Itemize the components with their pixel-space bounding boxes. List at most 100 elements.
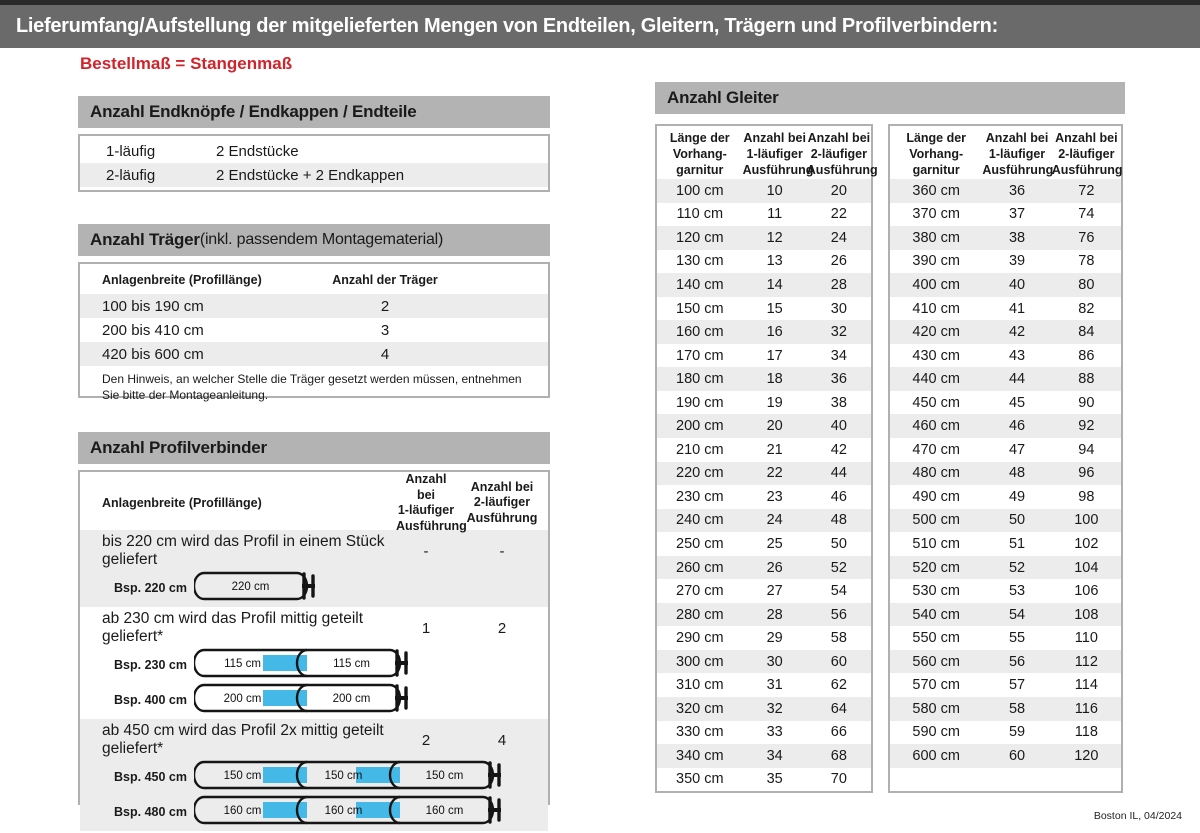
table-cell: 560 cm (912, 653, 960, 670)
table-cell: 39 (1008, 253, 1026, 270)
range-cell: 200 bis 410 cm (102, 321, 204, 339)
col-header-anzahl-traeger: Anzahl der Träger (332, 273, 438, 287)
table-cell: 48 (830, 512, 847, 529)
table-cell: 55 (1008, 630, 1026, 647)
table-cell: 58 (830, 630, 847, 647)
table-cell: 270 cm (676, 583, 724, 600)
table-row: 160 cm 16 32 (657, 320, 871, 344)
table-cell: 240 cm (676, 512, 724, 529)
table-row: 450 cm 45 90 (890, 391, 1121, 415)
table-cell: 54 (1008, 606, 1026, 623)
table-cell: 27 (766, 583, 783, 600)
table-cell: 52 (830, 559, 847, 576)
table-row: bis 220 cm wird das Profil in einem Stüc… (80, 530, 548, 607)
table-cell: 53 (1008, 583, 1026, 600)
table-cell: 16 (766, 324, 783, 341)
rule-text: bis 220 cm wird das Profil in einem Stüc… (102, 533, 385, 568)
table-row: 590 cm 59 118 (890, 721, 1121, 745)
table-cell: 19 (766, 394, 783, 411)
count-cell: 2 (380, 297, 390, 315)
table-cell: 43 (1008, 347, 1026, 364)
table-cell: 80 (1078, 276, 1095, 293)
table-row: 420 bis 600 cm 4 (80, 342, 548, 366)
table-cell: 36 (830, 371, 847, 388)
table-cell: 26 (766, 559, 783, 576)
table-cell: 44 (1008, 371, 1026, 388)
table-row: 190 cm 19 38 (657, 391, 871, 415)
table-cell: 32 (766, 700, 783, 717)
table-cell: 500 cm (912, 512, 960, 529)
table-cell: 540 cm (912, 606, 960, 623)
table-row: 480 cm 48 96 (890, 461, 1121, 486)
table-header-row: Länge der Vorhang- garnitur Anzahl bei 1… (890, 126, 1122, 179)
profile-rod-graphic: 220 cm (194, 571, 315, 601)
traeger-note: Den Hinweis, an welcher Stelle die Träge… (102, 372, 522, 403)
diagram-label: Bsp. 400 cm (114, 693, 187, 707)
diagram-label: Bsp. 220 cm (114, 581, 187, 595)
table-header-row: Anlagenbreite (Profillänge) Anzahl der T… (80, 266, 548, 294)
svg-text:200 cm: 200 cm (224, 693, 262, 705)
table-row: 130 cm 13 26 (657, 250, 871, 274)
table-cell: 52 (1008, 559, 1026, 576)
col-header-1-laeufig: Anzahl bei 1-läufiger Ausführung (396, 472, 467, 533)
table-row: 240 cm 24 48 (657, 508, 871, 533)
value-1-laeufig: 1 (421, 619, 431, 637)
table-row: 550 cm 55 110 (890, 626, 1121, 650)
table-row: 100 bis 190 cm 2 (80, 294, 548, 318)
rule-text: ab 450 cm wird das Profil 2x mittig gete… (102, 722, 384, 757)
table-cell: 44 (830, 465, 847, 482)
table-row: 460 cm 46 92 (890, 414, 1121, 439)
table-row: 110 cm 11 22 (657, 203, 871, 227)
row-text-line: ab 230 cm wird das Profil mittig geteilt… (80, 610, 548, 646)
col-header-anlagenbreite: Anlagenbreite (Profillänge) (102, 496, 262, 511)
rule-text: ab 230 cm wird das Profil mittig geteilt… (102, 610, 364, 645)
diagram-label: Bsp. 450 cm (114, 770, 187, 784)
table-cell: 108 (1074, 606, 1099, 623)
table-row: 350 cm 35 70 (657, 768, 871, 792)
col-header-anlagenbreite: Anlagenbreite (Profillänge) (102, 273, 262, 287)
table-cell: 490 cm (912, 488, 960, 505)
footer-note: Boston IL, 04/2024 (1093, 810, 1182, 822)
table-cell: 250 cm (676, 535, 724, 552)
svg-text:150 cm: 150 cm (426, 770, 464, 782)
table-cell: 100 (1074, 512, 1099, 529)
table-cell: 24 (830, 229, 847, 246)
table-cell: 520 cm (912, 559, 960, 576)
profile-diagrams: Bsp. 220 cm 220 cm (80, 571, 548, 604)
table-cell: 76 (1078, 229, 1095, 246)
table-cell: 46 (830, 488, 847, 505)
table-cell: 17 (766, 347, 783, 364)
svg-text:200 cm: 200 cm (333, 693, 371, 705)
svg-text:150 cm: 150 cm (325, 770, 363, 782)
table-cell: 530 cm (912, 583, 960, 600)
table-cell: 590 cm (912, 724, 960, 741)
table-cell: 400 cm (912, 276, 960, 293)
table-cell: 56 (1008, 653, 1026, 670)
table-cell: 23 (766, 488, 783, 505)
table-cell: 120 cm (676, 229, 724, 246)
table-cell: 11 (767, 206, 783, 223)
table-cell: 94 (1078, 441, 1095, 458)
table-cell: 112 (1074, 653, 1098, 670)
table-cell: 56 (830, 606, 847, 623)
table-cell: 18 (766, 371, 783, 388)
table-row: 430 cm 43 86 (890, 344, 1121, 368)
table-cell: 22 (766, 465, 783, 482)
table-cell: 104 (1074, 559, 1099, 576)
table-cell: 110 cm (676, 206, 724, 223)
table-cell: 62 (830, 677, 847, 694)
table-cell: 42 (830, 441, 847, 458)
profile-rod-graphic: 160 cm 160 cm 160 cm (194, 795, 501, 825)
profilverbinder-table: Anlagenbreite (Profillänge) Anzahl bei 1… (78, 470, 550, 831)
table-cell: 40 (830, 418, 847, 435)
table-cell: 15 (766, 300, 783, 317)
table-row: 360 cm 36 72 (890, 179, 1121, 203)
traeger-section-title: Anzahl Träger (90, 230, 200, 249)
profile-diagrams: Bsp. 450 cm 150 cm 150 cm 150 cm Bsp. 480 cm… (80, 760, 548, 828)
profile-diagram: Bsp. 220 cm 220 cm (80, 571, 548, 604)
table-cell: 21 (766, 441, 783, 458)
table-cell: 10 (766, 182, 783, 199)
table-cell: 28 (766, 606, 783, 623)
table-cell: 12 (766, 229, 783, 246)
